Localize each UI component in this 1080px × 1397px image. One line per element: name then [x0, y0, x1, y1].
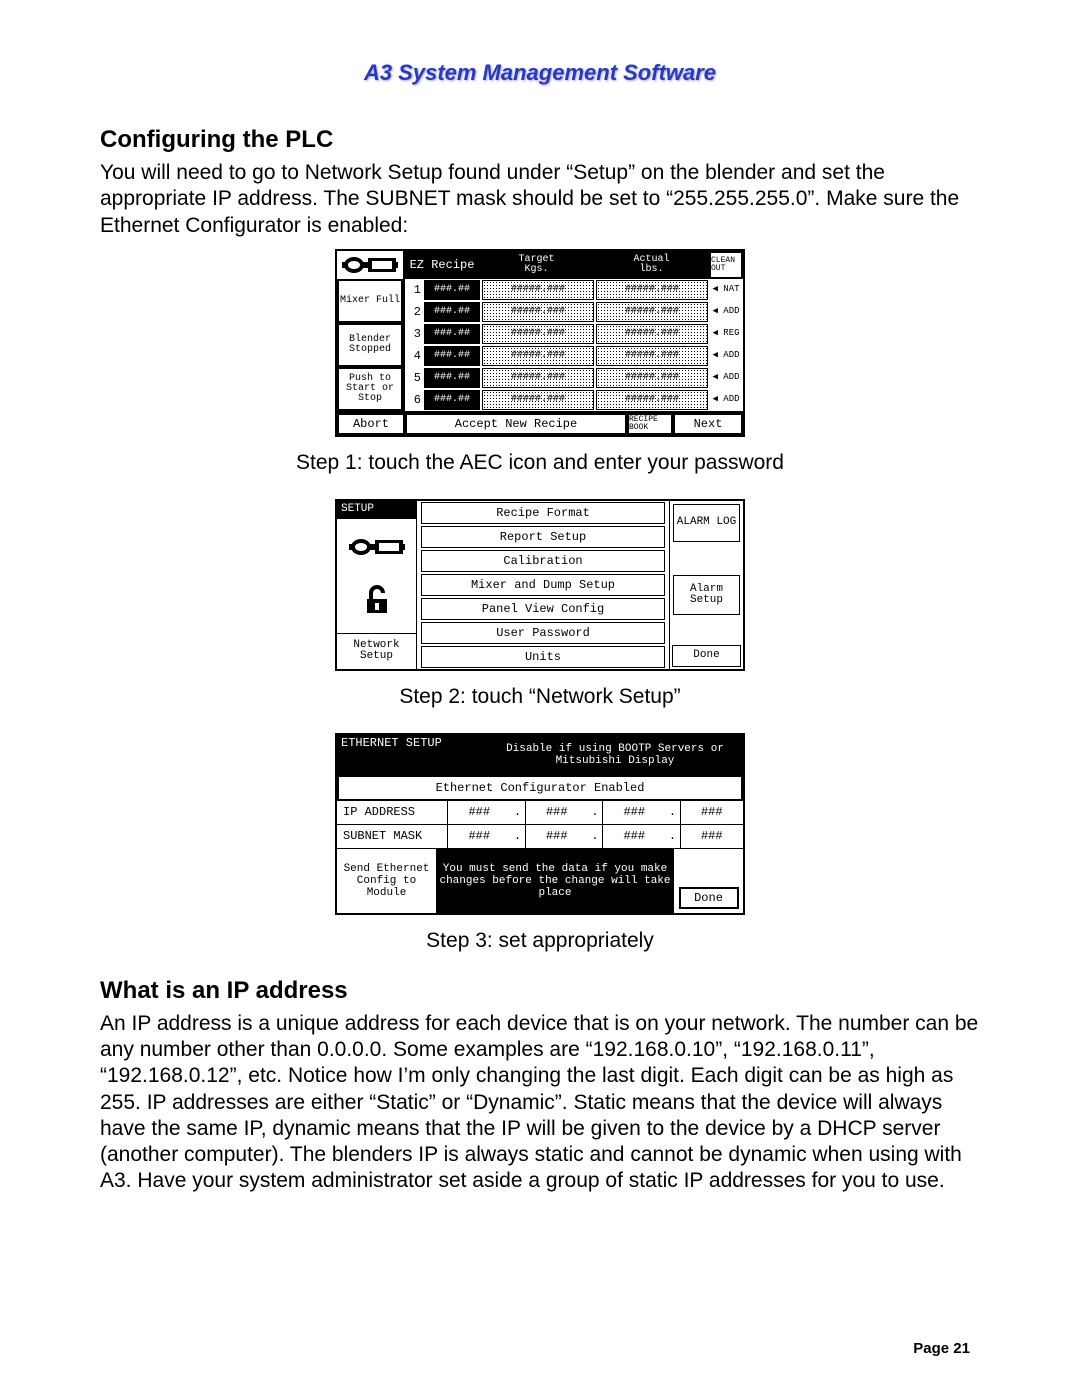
menu-item[interactable]: Recipe Format — [421, 502, 665, 524]
lock-icon — [364, 585, 390, 615]
material-tag: ◀ ADD — [709, 345, 743, 367]
material-tag: ◀ REG — [709, 323, 743, 345]
row-number: 1 — [405, 279, 423, 301]
lcd-screen-ethernet: ETHERNET SETUP Disable if using BOOTP Se… — [335, 733, 745, 915]
actual-value: #####.### — [596, 302, 708, 322]
aec-logo-icon — [349, 536, 405, 558]
done-button[interactable]: Done — [672, 645, 741, 667]
alarm-setup-button[interactable]: Alarm Setup — [673, 575, 740, 615]
row-number: 2 — [405, 301, 423, 323]
percent-field[interactable]: ###.## — [424, 346, 480, 366]
paragraph-ip-address: An IP address is a unique address for ea… — [100, 1011, 980, 1195]
setup-title: SETUP — [337, 501, 416, 519]
heading-configuring-plc: Configuring the PLC — [100, 126, 980, 154]
lcd-screen-recipe: EZ Recipe TargetKgs. Actuallbs. CLEAN OU… — [335, 249, 745, 437]
send-note: You must send the data if you make chang… — [437, 849, 673, 913]
step3-caption: Step 3: set appropriately — [100, 929, 980, 953]
step2-caption: Step 2: touch “Network Setup” — [100, 685, 980, 709]
ip-octet-3[interactable]: ### — [602, 801, 666, 824]
mixer-status-button[interactable]: Mixer Full — [337, 279, 403, 323]
lcd-screen-setup: SETUP Network Setup Recipe FormatReport … — [335, 499, 745, 671]
mask-octet-1[interactable]: ### — [447, 825, 511, 848]
paragraph-configuring-plc: You will need to go to Network Setup fou… — [100, 160, 980, 239]
mask-octet-3[interactable]: ### — [602, 825, 666, 848]
recipe-book-button[interactable]: RECIPE BOOK — [627, 413, 673, 435]
menu-item[interactable]: User Password — [421, 622, 665, 644]
done-button[interactable]: Done — [679, 887, 739, 909]
percent-field[interactable]: ###.## — [424, 368, 480, 388]
target-value: #####.### — [482, 346, 594, 366]
target-value: #####.### — [482, 280, 594, 300]
row-number: 6 — [405, 389, 423, 411]
target-value: #####.### — [482, 390, 594, 410]
target-value: #####.### — [482, 368, 594, 388]
abort-button[interactable]: Abort — [337, 413, 405, 435]
aec-logo-icon[interactable] — [337, 251, 405, 279]
ip-address-label: IP ADDRESS — [337, 801, 447, 824]
actual-value: #####.### — [596, 368, 708, 388]
doc-header: A3 System Management Software — [100, 60, 980, 86]
mask-octet-4[interactable]: ### — [680, 825, 744, 848]
percent-field[interactable]: ###.## — [424, 324, 480, 344]
menu-item[interactable]: Mixer and Dump Setup — [421, 574, 665, 596]
percent-field[interactable]: ###.## — [424, 302, 480, 322]
blender-status-button[interactable]: Blender Stopped — [337, 323, 403, 367]
clean-out-button[interactable]: CLEAN OUT — [709, 251, 743, 279]
percent-field[interactable]: ###.## — [424, 280, 480, 300]
ethernet-warning: Disable if using BOOTP Servers or Mitsub… — [487, 735, 743, 775]
row-number: 3 — [405, 323, 423, 345]
ethernet-setup-title: ETHERNET SETUP — [337, 735, 487, 775]
menu-item[interactable]: Panel View Config — [421, 598, 665, 620]
accept-recipe-button[interactable]: Accept New Recipe — [405, 413, 627, 435]
step1-caption: Step 1: touch the AEC icon and enter you… — [100, 451, 980, 475]
ip-octet-2[interactable]: ### — [525, 801, 589, 824]
target-value: #####.### — [482, 324, 594, 344]
material-tag: ◀ ADD — [709, 301, 743, 323]
ethernet-configurator-button[interactable]: Ethernet Configurator Enabled — [337, 775, 743, 801]
start-stop-button[interactable]: Push to Start or Stop — [337, 367, 403, 411]
ip-octet-4[interactable]: ### — [680, 801, 744, 824]
send-config-button[interactable]: Send Ethernet Config to Module — [337, 849, 437, 913]
percent-field[interactable]: ###.## — [424, 390, 480, 410]
actual-value: #####.### — [596, 324, 708, 344]
target-value: #####.### — [482, 302, 594, 322]
subnet-mask-label: SUBNET MASK — [337, 825, 447, 848]
material-tag: ◀ NAT — [709, 279, 743, 301]
material-tag: ◀ ADD — [709, 389, 743, 411]
ez-recipe-header: EZ Recipe — [405, 251, 479, 279]
mask-octet-2[interactable]: ### — [525, 825, 589, 848]
row-number: 5 — [405, 367, 423, 389]
actual-value: #####.### — [596, 346, 708, 366]
menu-item[interactable]: Report Setup — [421, 526, 665, 548]
alarm-log-button[interactable]: ALARM LOG — [673, 504, 740, 542]
actual-value: #####.### — [596, 280, 708, 300]
row-number: 4 — [405, 345, 423, 367]
actual-header: Actuallbs. — [594, 251, 709, 279]
menu-item[interactable]: Calibration — [421, 550, 665, 572]
next-button[interactable]: Next — [673, 413, 743, 435]
menu-item[interactable]: Units — [421, 646, 665, 668]
target-header: TargetKgs. — [479, 251, 594, 279]
material-tag: ◀ ADD — [709, 367, 743, 389]
network-setup-button[interactable]: Network Setup — [337, 633, 416, 669]
heading-ip-address: What is an IP address — [100, 977, 980, 1005]
page-number: Page 21 — [913, 1340, 970, 1357]
ip-octet-1[interactable]: ### — [447, 801, 511, 824]
actual-value: #####.### — [596, 390, 708, 410]
